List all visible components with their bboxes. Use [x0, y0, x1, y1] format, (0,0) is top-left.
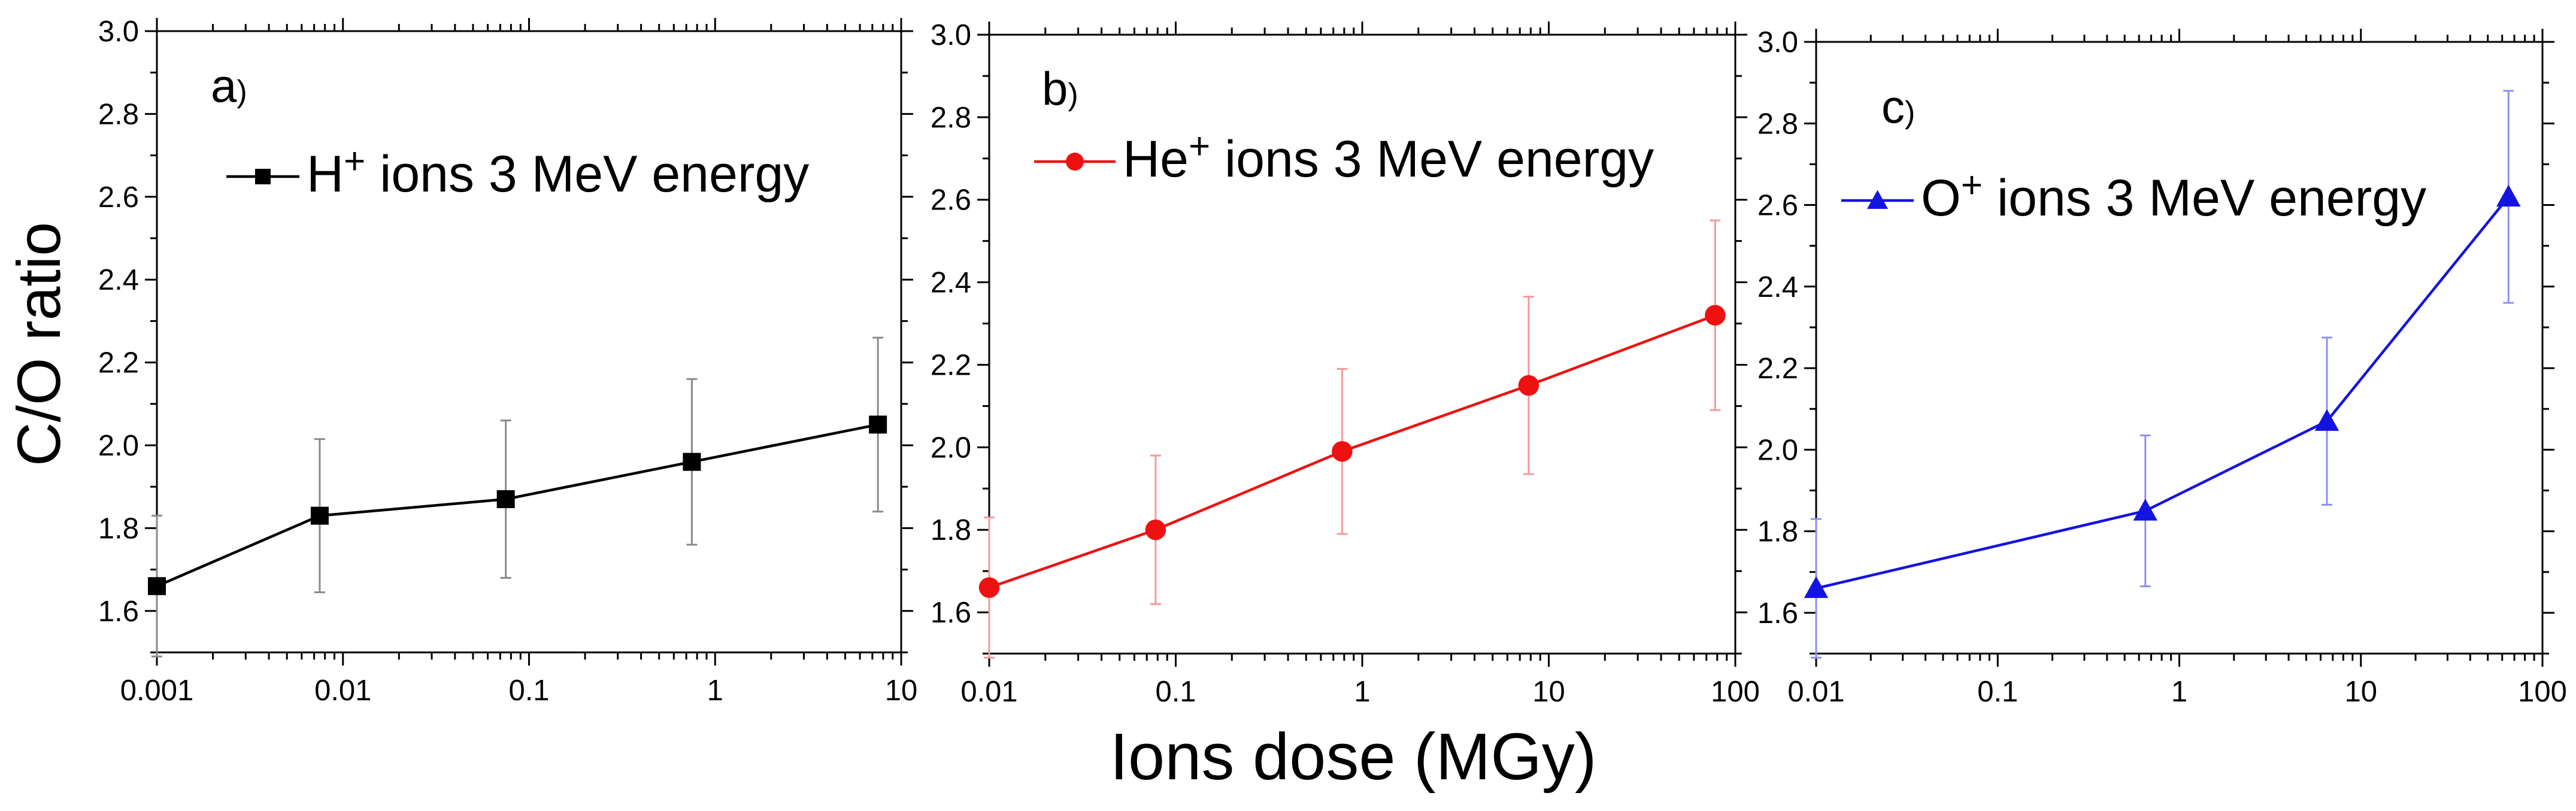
data-point — [2133, 499, 2158, 521]
data-point — [1145, 519, 1166, 540]
y-tick-label: 2.6 — [1757, 190, 1798, 222]
data-point — [1705, 305, 1726, 326]
legend-marker — [1866, 190, 1889, 209]
legend-label: H+ ions 3 MeV energy — [307, 141, 809, 203]
y-tick-label: 2.8 — [931, 102, 971, 134]
data-point — [148, 577, 166, 596]
y-tick-label: 2.0 — [98, 430, 139, 462]
panel-label-suffix: ) — [1905, 95, 1915, 130]
panel-label: b) — [1042, 62, 1078, 115]
y-tick-label: 1.8 — [931, 514, 971, 546]
panel-a: 1.6 1.8 2.0 2.2 2.4 2.6 2.8 3.0 0.001 0.01 0.1 1 10 a… — [98, 16, 917, 707]
series-line — [1816, 196, 2510, 590]
y-axis-label: C/O ratio — [5, 222, 73, 466]
panel-c: 1.6 1.8 2.0 2.2 2.4 2.6 2.8 3.0 0.01 0.1 1 10 100 c)O… — [1757, 26, 2567, 708]
data-point — [1332, 441, 1353, 462]
x-tick-label: 0.01 — [1787, 676, 1844, 708]
y-tick-label: 2.6 — [931, 184, 971, 217]
legend-charge: + — [1189, 126, 1210, 167]
data-point — [683, 452, 701, 471]
plot-frame — [988, 34, 1736, 655]
panel-label-suffix: ) — [1068, 77, 1078, 112]
x-tick-label: 0.1 — [1155, 676, 1196, 708]
legend-label: O+ ions 3 MeV energy — [1921, 165, 2426, 227]
legend-text: ions 3 MeV energy — [1983, 169, 2426, 227]
y-tick-label: 1.6 — [98, 596, 139, 628]
series-line — [156, 423, 878, 588]
y-tick-label: 2.2 — [931, 349, 971, 381]
y-tick-label: 2.4 — [98, 264, 139, 296]
x-axis-label: Ions dose (MGy) — [1110, 720, 1596, 794]
legend-text: ions 3 MeV energy — [365, 145, 809, 203]
y-tick-label: 1.6 — [1757, 597, 1798, 630]
legend-charge: + — [1961, 165, 1983, 206]
x-tick-label: 10 — [885, 675, 918, 707]
x-tick-label: 0.01 — [960, 676, 1017, 708]
y-tick-label: 1.6 — [931, 597, 971, 629]
x-tick-label: 10 — [1532, 676, 1565, 708]
y-tick-label: 3.0 — [931, 19, 971, 51]
y-tick-label: 3.0 — [98, 16, 139, 48]
x-tick-label: 0.01 — [314, 675, 371, 707]
legend-ion: He — [1123, 130, 1189, 188]
y-tick-label: 2.0 — [931, 432, 971, 464]
x-tick-label: 100 — [2518, 676, 2567, 708]
y-tick-label: 3.0 — [1757, 26, 1798, 59]
x-tick-label: 0.001 — [120, 675, 194, 707]
legend-text: ions 3 MeV energy — [1210, 130, 1654, 188]
y-tick-label: 2.4 — [1757, 271, 1798, 303]
y-tick-label: 2.8 — [1757, 108, 1798, 140]
x-tick-label: 10 — [2344, 676, 2377, 708]
y-tick-label: 1.8 — [98, 512, 139, 545]
panel-label: a) — [211, 59, 247, 112]
data-point — [496, 490, 515, 508]
y-tick-label: 2.4 — [931, 267, 971, 299]
legend-label: He+ ions 3 MeV energy — [1123, 126, 1654, 188]
legend-marker — [1066, 153, 1084, 171]
y-tick-label: 2.2 — [98, 347, 139, 379]
plot-frame — [156, 30, 902, 654]
panel-label-suffix: ) — [237, 74, 247, 109]
x-tick-label: 0.1 — [508, 675, 549, 707]
legend-charge: + — [344, 141, 365, 182]
x-tick-label: 1 — [707, 675, 723, 707]
x-tick-label: 1 — [1354, 676, 1370, 708]
data-point — [1804, 576, 1829, 599]
panel-b: 1.6 1.8 2.0 2.2 2.4 2.6 2.8 3.0 0.01 0.1 1 10 100 b) H… — [931, 19, 1760, 708]
data-point — [2314, 409, 2339, 431]
data-point — [869, 415, 887, 434]
y-tick-label: 2.6 — [98, 181, 139, 214]
data-point — [310, 506, 329, 525]
legend-ion: H — [307, 145, 344, 203]
y-tick-label: 2.2 — [1757, 353, 1798, 385]
y-tick-label: 2.0 — [1757, 434, 1798, 466]
x-tick-label: 100 — [1711, 676, 1760, 708]
x-tick-label: 1 — [2171, 676, 2187, 708]
data-point — [1518, 375, 1539, 396]
y-tick-label: 2.8 — [98, 98, 139, 130]
legend-ion: O — [1921, 169, 1961, 227]
panel-label: c) — [1881, 80, 1915, 133]
x-tick-label: 0.1 — [1977, 676, 2018, 708]
data-point — [978, 577, 1000, 598]
y-tick-label: 1.8 — [1757, 516, 1798, 548]
legend-marker — [255, 169, 271, 184]
data-point — [2496, 184, 2521, 207]
